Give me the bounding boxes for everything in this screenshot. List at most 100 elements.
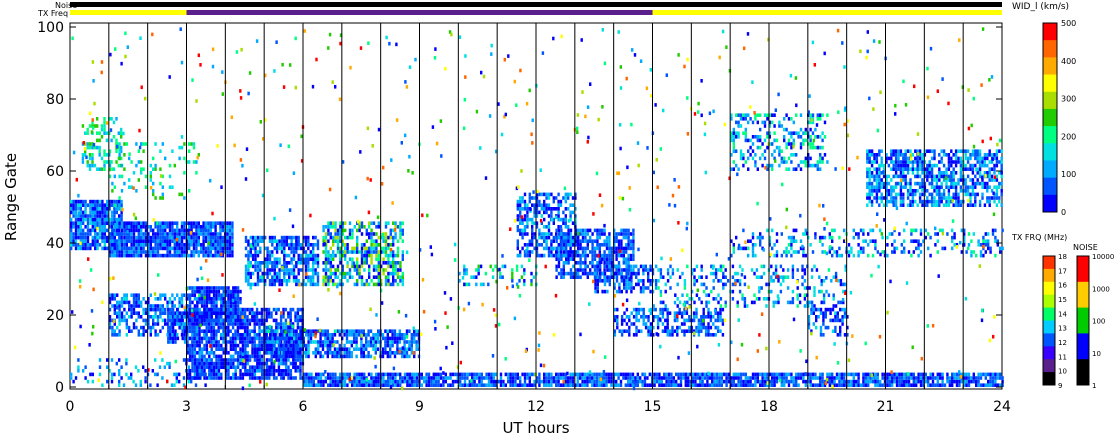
data-cell: [535, 239, 539, 243]
data-cell: [466, 372, 469, 377]
data-cell: [251, 369, 254, 373]
data-cell: [142, 333, 145, 337]
data-cell: [915, 383, 918, 387]
data-cell: [70, 217, 73, 222]
data-cell: [314, 271, 317, 276]
data-cell: [463, 372, 467, 377]
data-cell: [333, 333, 337, 337]
data-cell: [393, 336, 397, 341]
data-cell: [166, 250, 169, 254]
data-cell: [368, 221, 371, 225]
data-cell: [210, 361, 213, 366]
data-cell: [567, 250, 570, 254]
data-cell: [140, 228, 143, 233]
data-cell: [234, 365, 237, 369]
data-cell: [310, 379, 313, 384]
data-cell: [168, 239, 172, 243]
data-cell: [394, 232, 397, 236]
data-cell: [319, 343, 322, 348]
data-cell: [392, 228, 395, 233]
data-cell: [594, 289, 597, 294]
data-cell: [521, 372, 524, 377]
data-cell: [348, 333, 351, 337]
data-cell: [574, 271, 577, 276]
data-cell: [739, 372, 743, 377]
data-cell: [270, 365, 273, 369]
data-cell: [533, 383, 536, 387]
data-cell: [538, 253, 541, 258]
data-cell: [384, 372, 387, 377]
data-cell: [345, 340, 349, 344]
data-cell: [203, 354, 206, 359]
data-cell: [116, 315, 119, 319]
data-cell: [523, 232, 527, 236]
data-cell: [307, 243, 310, 247]
data-cell: [219, 325, 223, 330]
data-cell: [195, 232, 198, 236]
data-cell: [991, 379, 995, 384]
data-cell: [98, 365, 102, 369]
data-cell: [492, 383, 495, 387]
data-cell: [598, 376, 601, 380]
data-cell: [249, 253, 252, 258]
data-cell: [113, 297, 116, 301]
data-cell: [574, 192, 577, 197]
data-cell: [775, 376, 779, 380]
data-cell: [353, 336, 356, 341]
data-cell: [278, 268, 281, 272]
data-cell: [270, 372, 273, 377]
data-cell: [350, 333, 353, 337]
data-cell: [663, 372, 666, 377]
data-cell: [833, 376, 836, 380]
data-cell: [180, 232, 184, 236]
data-cell: [173, 250, 176, 254]
data-cell: [919, 376, 923, 380]
data-cell: [137, 300, 140, 305]
data-cell: [277, 343, 281, 348]
data-cell: [365, 343, 368, 348]
data-cell: [367, 343, 370, 348]
data-cell: [273, 268, 276, 272]
data-cell: [368, 232, 371, 236]
data-cell: [190, 221, 193, 225]
data-cell: [403, 379, 407, 384]
data-cell: [847, 379, 851, 384]
data-cell: [118, 253, 121, 258]
data-cell: [799, 372, 803, 377]
data-cell: [200, 372, 204, 377]
data-cell: [334, 221, 337, 225]
data-cell: [559, 225, 563, 229]
data-cell: [299, 361, 302, 366]
data-cell: [394, 264, 397, 269]
data-cell: [303, 383, 306, 387]
data-cell: [603, 261, 606, 265]
data-cell: [339, 376, 342, 380]
data-cell: [228, 225, 232, 229]
data-cell: [149, 304, 152, 308]
data-cell: [79, 221, 82, 225]
data-cell: [598, 257, 601, 261]
data-cell: [389, 354, 392, 359]
data-cell: [220, 318, 223, 323]
data-cell: [567, 235, 570, 240]
data-cell: [564, 207, 567, 211]
data-cell: [691, 372, 695, 377]
data-cell: [598, 246, 601, 251]
data-cell: [103, 163, 106, 168]
data-cell: [205, 343, 209, 348]
data-cell: [168, 250, 172, 254]
data-cell: [198, 365, 201, 369]
data-cell: [504, 383, 507, 387]
data-cell: [125, 325, 128, 330]
data-cell: [516, 243, 519, 247]
data-cell: [989, 379, 992, 384]
data-cell: [562, 217, 565, 222]
data-cell: [560, 257, 563, 261]
data-cell: [538, 203, 541, 207]
data-cell: [598, 372, 601, 377]
data-cell: [98, 243, 102, 247]
data-cell: [547, 207, 551, 211]
data-cell: [125, 243, 128, 247]
data-cell: [175, 372, 178, 377]
data-cell: [168, 315, 172, 319]
